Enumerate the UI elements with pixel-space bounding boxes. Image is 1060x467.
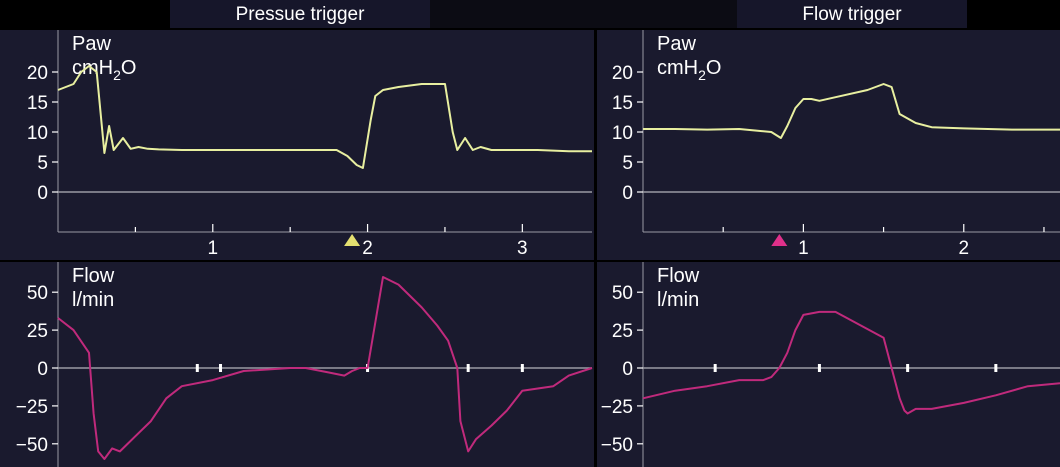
panel-label-title: Paw bbox=[72, 33, 111, 55]
panel-label-unit: cmH2O bbox=[657, 57, 721, 83]
y-tick-label: 10 bbox=[27, 123, 48, 144]
baseline-tick-mark bbox=[195, 364, 199, 372]
y-tick-label: 10 bbox=[612, 123, 633, 144]
panel-background bbox=[597, 262, 1060, 467]
y-tick-label: 25 bbox=[27, 321, 48, 342]
header-bar-left-bg bbox=[0, 0, 170, 28]
waveform-trace-right-pressure bbox=[643, 83, 1060, 139]
x-tick-label: 3 bbox=[517, 238, 528, 259]
y-tick-label: 5 bbox=[37, 153, 48, 174]
baseline-tick-mark bbox=[817, 364, 821, 372]
y-tick-label: 15 bbox=[27, 93, 48, 114]
y-tick-label: 50 bbox=[27, 283, 48, 304]
baseline-tick-mark bbox=[713, 364, 717, 372]
y-tick-label: 0 bbox=[37, 183, 48, 204]
trigger-marker-icon bbox=[771, 234, 788, 246]
header-bar-middle-bg bbox=[430, 0, 737, 28]
chart-title-flow-trigger: Flow trigger bbox=[737, 0, 967, 28]
x-tick-label: 1 bbox=[207, 238, 218, 259]
panel-label-unit: l/min bbox=[657, 289, 699, 311]
y-tick-label: 25 bbox=[612, 321, 633, 342]
x-axis-band bbox=[597, 232, 1060, 260]
panel-label-title: Paw bbox=[657, 33, 696, 55]
x-tick-label: 2 bbox=[362, 238, 373, 259]
y-tick-label: 20 bbox=[27, 63, 48, 84]
x-tick-label: 2 bbox=[958, 238, 969, 259]
y-tick-label: 5 bbox=[622, 153, 633, 174]
baseline-tick-mark bbox=[994, 364, 998, 372]
panel-label-unit: l/min bbox=[72, 289, 114, 311]
y-tick-label: −50 bbox=[601, 435, 633, 456]
waveform-trace-left-flow bbox=[57, 276, 593, 460]
baseline-tick-mark bbox=[466, 364, 470, 372]
baseline-tick-mark bbox=[219, 364, 223, 372]
baseline-tick-mark bbox=[906, 364, 910, 372]
panel-label-title: Flow bbox=[657, 265, 700, 287]
x-tick-label: 1 bbox=[798, 238, 809, 259]
baseline-tick-mark bbox=[520, 364, 524, 372]
panel-background bbox=[0, 262, 594, 467]
trigger-marker-icon bbox=[344, 234, 361, 246]
y-tick-label: 0 bbox=[37, 359, 48, 380]
y-tick-label: −25 bbox=[16, 397, 48, 418]
y-tick-label: 50 bbox=[612, 283, 633, 304]
y-tick-label: −50 bbox=[16, 435, 48, 456]
waveform-trace-left-pressure bbox=[57, 65, 592, 169]
panel-background bbox=[0, 30, 594, 232]
panel-background bbox=[597, 30, 1060, 232]
y-tick-label: 20 bbox=[612, 63, 633, 84]
y-tick-label: 0 bbox=[622, 359, 633, 380]
y-tick-label: 15 bbox=[612, 93, 633, 114]
x-axis-band bbox=[0, 232, 594, 260]
chart-title-pressure-trigger: Pressue trigger bbox=[170, 0, 430, 28]
panel-label-title: Flow bbox=[72, 265, 115, 287]
y-tick-label: −25 bbox=[601, 397, 633, 418]
y-tick-label: 0 bbox=[622, 183, 633, 204]
waveform-trace-right-flow bbox=[642, 310, 1060, 415]
